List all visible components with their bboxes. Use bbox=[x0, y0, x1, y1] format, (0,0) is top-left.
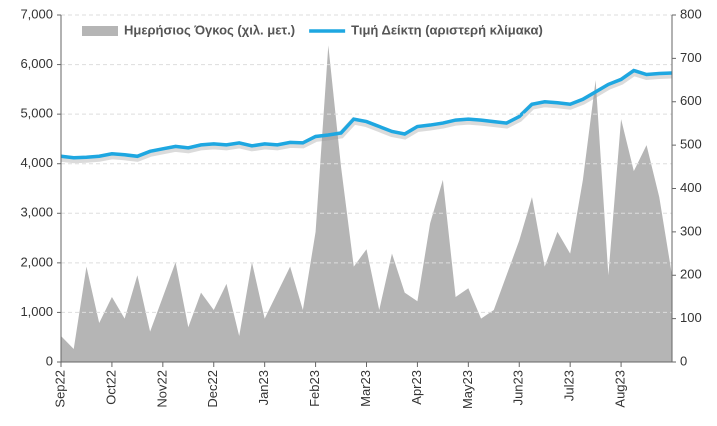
x-tick-label: Mar23 bbox=[358, 370, 373, 407]
legend-swatch bbox=[82, 26, 118, 36]
y2-tick-label: 0 bbox=[680, 353, 687, 368]
y2-tick-label: 200 bbox=[680, 267, 702, 282]
legend: Ημερήσιος Όγκος (χιλ. μετ.) Τιμή Δείκτη (… bbox=[82, 22, 543, 37]
y2-tick-label: 500 bbox=[680, 137, 702, 152]
x-tick-label: Jan23 bbox=[256, 370, 271, 405]
x-tick-label: Apr23 bbox=[409, 370, 424, 405]
x-tick-label: Jun23 bbox=[511, 370, 526, 405]
index-line bbox=[60, 68, 673, 160]
legend-label: Ημερήσιος Όγκος (χιλ. μετ.) bbox=[124, 22, 295, 37]
x-tick-label: Feb23 bbox=[307, 370, 322, 407]
x-tick-label: Aug23 bbox=[613, 370, 628, 408]
x-tick-label: Oct22 bbox=[103, 370, 118, 405]
y-tick-label: 0 bbox=[46, 353, 53, 368]
y2-tick-label: 400 bbox=[680, 180, 702, 195]
x-tick-label: Jul23 bbox=[562, 370, 577, 401]
y-tick-label: 1,000 bbox=[20, 304, 53, 319]
y2-tick-label: 300 bbox=[680, 223, 702, 238]
y-tick-label: 7,000 bbox=[20, 6, 53, 21]
y2-tick-label: 100 bbox=[680, 310, 702, 325]
y-tick-label: 4,000 bbox=[20, 155, 53, 170]
x-tick-label: Nov22 bbox=[154, 370, 169, 408]
y-tick-label: 6,000 bbox=[20, 56, 53, 71]
y-tick-label: 5,000 bbox=[20, 106, 53, 121]
volume-area bbox=[61, 45, 672, 363]
x-tick-label: May23 bbox=[460, 370, 475, 409]
legend-label: Τιμή Δείκτη (αριστερή κλίμακα) bbox=[351, 22, 543, 37]
x-tick-label: Sep22 bbox=[52, 370, 67, 408]
x-tick-label: Dec22 bbox=[205, 370, 220, 408]
y2-tick-label: 700 bbox=[680, 50, 702, 65]
y-tick-label: 3,000 bbox=[20, 205, 53, 220]
y2-tick-label: 600 bbox=[680, 93, 702, 108]
y2-tick-label: 800 bbox=[680, 6, 702, 21]
index-line-shadow bbox=[60, 68, 673, 164]
y-tick-label: 2,000 bbox=[20, 254, 53, 269]
